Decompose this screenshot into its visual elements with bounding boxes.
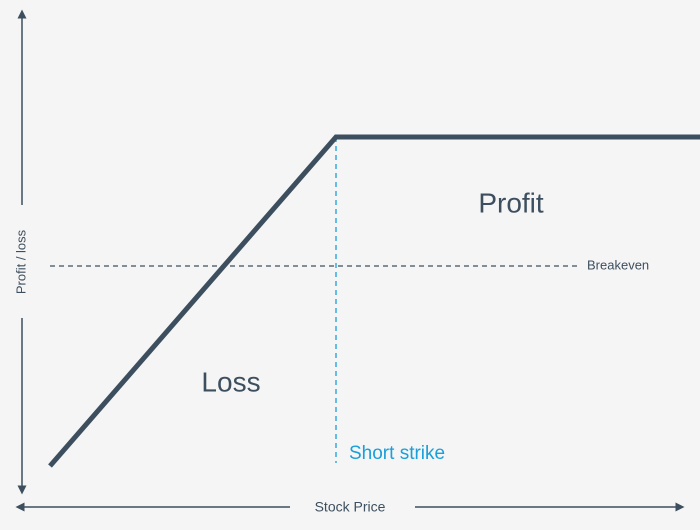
y-axis-label: Profit / loss: [13, 229, 28, 294]
payoff-line: [48, 134, 700, 468]
short-strike-label: Short strike: [349, 443, 445, 464]
breakeven-label: Breakeven: [587, 257, 649, 272]
loss-label: Loss: [201, 366, 260, 397]
x-axis-label: Stock Price: [315, 499, 386, 515]
profit-label: Profit: [478, 187, 544, 218]
